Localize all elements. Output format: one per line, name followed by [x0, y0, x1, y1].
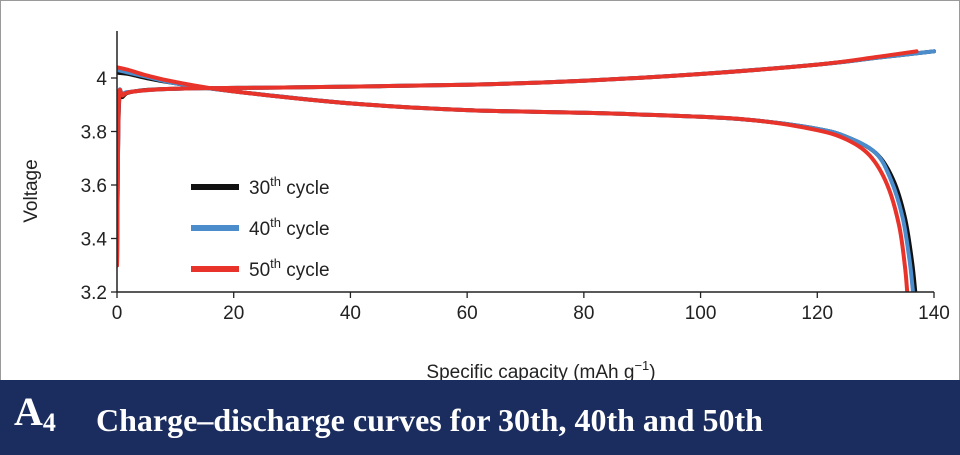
- legend-label: 30th cycle: [249, 174, 330, 199]
- x-tick-label: 60: [457, 303, 478, 324]
- legend: 30th cycle 40th cycle 50th cycle: [191, 174, 330, 281]
- chart-frame: 0 20 40 60 80 100 120 140 3.2 3.4 3.6 3.8 4 Voltage …: [0, 0, 960, 382]
- y-tick-label: 3.2: [81, 283, 107, 304]
- y-tick-label: 4: [96, 69, 107, 90]
- x-tick-label: 20: [223, 303, 244, 324]
- legend-label: 40th cycle: [249, 215, 330, 240]
- figure-caption: Charge–discharge curves for 30th, 40th a…: [96, 402, 763, 438]
- x-tick-label: 80: [573, 303, 594, 324]
- x-tick-label: 0: [112, 303, 123, 324]
- legend-label: 50th cycle: [249, 256, 330, 281]
- figure-label: A4: [14, 389, 56, 437]
- y-axis-label: Voltage: [21, 159, 42, 222]
- caption-bar: A4 Charge–discharge curves for 30th, 40t…: [0, 380, 960, 455]
- x-tick-label: 40: [340, 303, 361, 324]
- x-tick-label: 120: [801, 303, 833, 324]
- y-tick-label: 3.4: [81, 230, 108, 251]
- x-axis-label: Specific capacity (mAh g−1): [426, 358, 655, 381]
- series-30-discharge-line: [117, 70, 918, 292]
- series-50-charge-line: [117, 49, 919, 268]
- x-tick-label: 140: [918, 303, 950, 324]
- series-50-discharge-line: [117, 65, 910, 292]
- y-tick-label: 3.8: [81, 123, 107, 144]
- x-tick-label: 100: [685, 303, 717, 324]
- y-tick-label: 3.6: [81, 176, 107, 197]
- series-40-discharge-line: [117, 68, 915, 292]
